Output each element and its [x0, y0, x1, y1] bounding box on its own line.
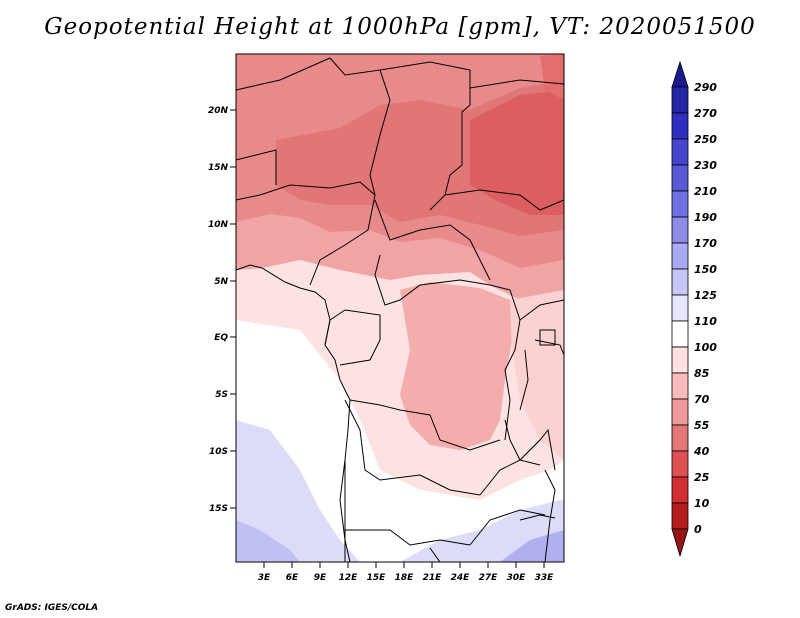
colorbar-segment [671, 190, 689, 218]
border-nigeria-cameroon [309, 194, 376, 286]
colorbar-label: 230 [694, 159, 717, 172]
field-region-east [510, 290, 564, 460]
colorbar-label: 25 [694, 471, 710, 484]
colorbar-label: 70 [694, 393, 710, 406]
coast-west [236, 264, 351, 562]
lon-label: 18E [395, 573, 415, 583]
border-angola-south [344, 399, 481, 496]
country-borders [236, 57, 564, 562]
lon-label: 24E [451, 573, 471, 583]
height-field [236, 54, 564, 562]
colorbar-label: 110 [694, 315, 717, 328]
border-zimbabwe [469, 509, 546, 546]
border-mozambique [544, 469, 556, 562]
colorbar-segment [671, 346, 689, 374]
border-sahel [236, 181, 376, 201]
lon-label: 27E [479, 573, 499, 583]
lon-label: 30E [507, 573, 527, 583]
lake-victoria [539, 329, 556, 346]
colorbar-label: 125 [694, 289, 717, 302]
lat-label: 20N [208, 106, 229, 116]
colorbar-segment [671, 60, 689, 88]
colorbar-label: 10 [694, 497, 710, 510]
field-region-central [400, 282, 512, 450]
lon-label: 15E [367, 573, 387, 583]
border-car-south [374, 254, 511, 306]
lake-tanganyika [519, 349, 529, 411]
lon-label: 12E [339, 573, 359, 583]
border-n1 [236, 57, 331, 91]
border-car-north [374, 199, 491, 281]
colorbar-label: 0 [694, 523, 702, 536]
colorbar-segment [671, 528, 689, 558]
map-frame [235, 53, 565, 563]
colorbar: 2902702502302101901701501251101008570554… [671, 60, 717, 558]
colorbar-segment [671, 86, 689, 114]
colorbar-segment [671, 320, 689, 348]
map-title: Geopotential Height at 1000hPa [gpm], VT… [44, 14, 756, 40]
colorbar-segment [671, 242, 689, 270]
colorbar-segment [671, 476, 689, 504]
colorbar-label: 85 [694, 367, 710, 380]
lon-axis: 3E 6E 9E 12E 15E 18E 21E 24E 27E 30E 33E [258, 562, 554, 583]
field-region-150 [236, 520, 300, 562]
lat-axis: 20N 15N 10N 5N EQ 5S 10S 15S [208, 106, 236, 514]
colorbar-label: 290 [694, 81, 717, 94]
colorbar-label: 170 [694, 237, 717, 250]
lon-label: 33E [535, 573, 555, 583]
colorbar-segment [671, 450, 689, 478]
lat-label: 5N [214, 277, 228, 287]
colorbar-segment [671, 372, 689, 400]
lat-label: 15S [209, 504, 228, 514]
border-kenya-tanzania [534, 339, 564, 356]
colorbar-segment [671, 268, 689, 296]
colorbar-label: 270 [694, 107, 717, 120]
coast-lakes [504, 419, 556, 471]
field-region-110 [236, 320, 564, 562]
colorbar-label: 55 [694, 419, 710, 432]
lon-label: 9E [314, 573, 327, 583]
border-botswana [429, 547, 441, 562]
lat-label: 15N [208, 163, 229, 173]
colorbar-label: 40 [693, 445, 710, 458]
border-angola-drc [349, 399, 501, 451]
border-mali [236, 149, 277, 185]
field-region-40 [540, 54, 564, 100]
colorbar-label: 250 [694, 133, 717, 146]
colorbar-segment [671, 502, 689, 530]
lat-label: 10S [209, 447, 228, 457]
border-chad-west [329, 57, 391, 196]
colorbar-segment [671, 424, 689, 452]
lon-label: 21E [423, 573, 443, 583]
field-region-125 [236, 420, 360, 562]
colorbar-label: 150 [694, 263, 717, 276]
border-uganda-kenya [519, 299, 564, 321]
lon-label: 3E [258, 573, 271, 583]
border-egypt-sudan [469, 79, 564, 89]
coastline [236, 264, 556, 562]
border-zambia [479, 459, 541, 496]
border-chad-east [379, 61, 471, 211]
lake-kariba [519, 514, 556, 521]
colorbar-label: 100 [694, 341, 717, 354]
lat-label: 5S [215, 390, 228, 400]
lat-label: 10N [208, 220, 229, 230]
field-region-35 [470, 90, 564, 215]
border-caprivi [345, 529, 471, 546]
colorbar-segment [671, 112, 689, 140]
colorbar-segment [671, 164, 689, 192]
colorbar-label: 210 [694, 185, 717, 198]
border-drc-east [504, 289, 521, 441]
lat-label: EQ [214, 333, 228, 343]
colorbar-segment [671, 216, 689, 244]
colorbar-segment [671, 398, 689, 426]
colorbar-label: 190 [694, 211, 717, 224]
lon-label: 6E [286, 573, 299, 583]
border-sudan-south [444, 189, 564, 211]
border-congo [339, 309, 381, 366]
colorbar-segment [671, 294, 689, 322]
grads-credit: GrADS: IGES/COLA [5, 603, 99, 613]
colorbar-segment [671, 138, 689, 166]
